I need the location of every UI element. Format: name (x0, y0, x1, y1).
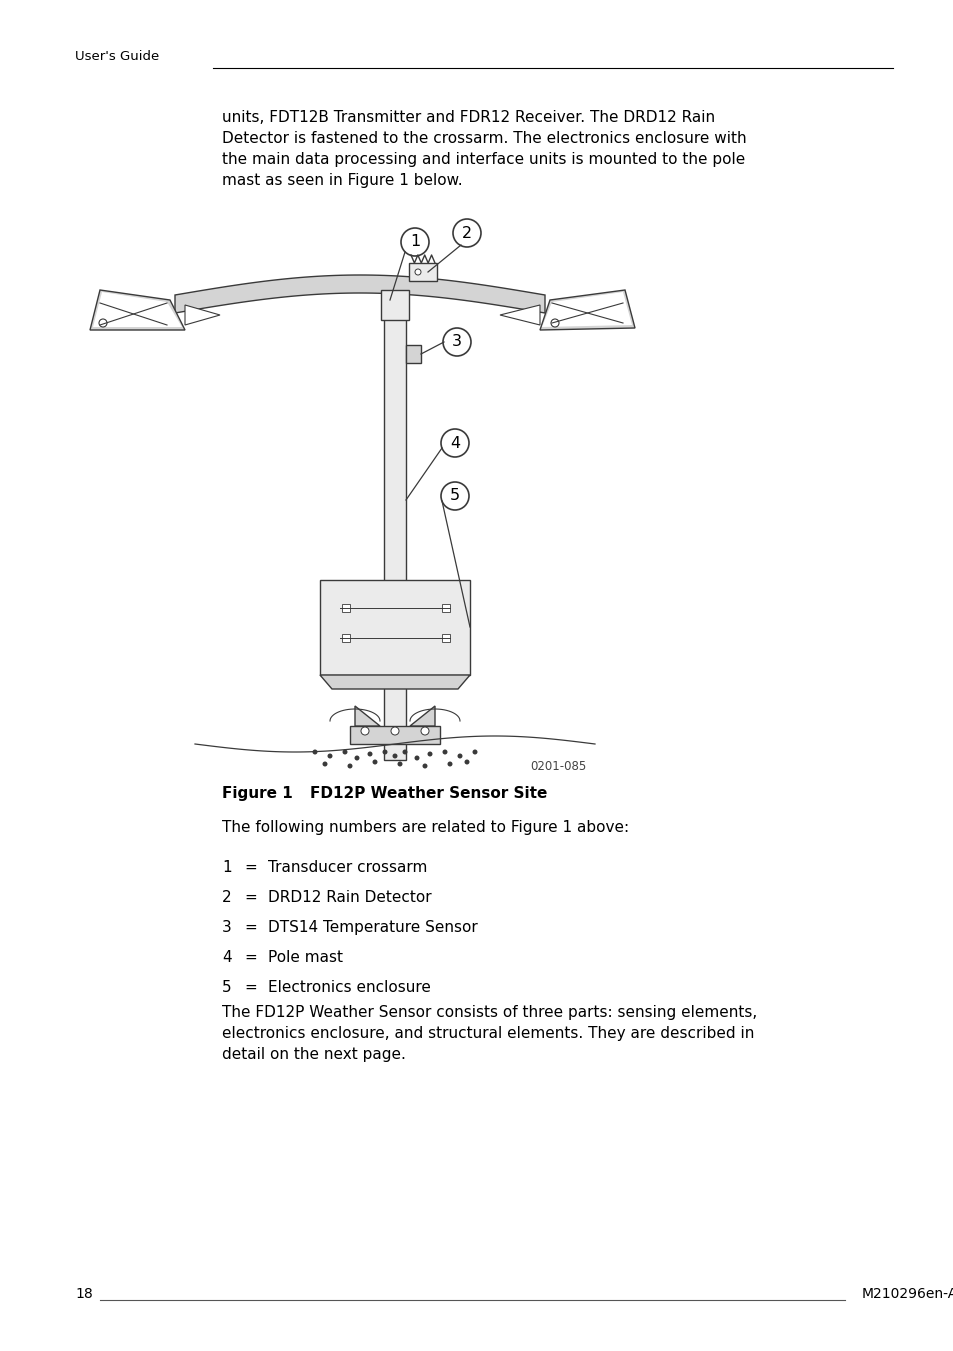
Text: DTS14 Temperature Sensor: DTS14 Temperature Sensor (268, 920, 477, 935)
Circle shape (472, 750, 477, 754)
Circle shape (392, 754, 397, 758)
Polygon shape (319, 676, 470, 689)
Bar (384, 295, 406, 761)
Text: 3: 3 (222, 920, 232, 935)
Text: =: = (244, 950, 256, 965)
Circle shape (360, 727, 369, 735)
Circle shape (447, 762, 452, 766)
Text: =: = (244, 890, 256, 905)
Polygon shape (90, 290, 185, 330)
Bar (406, 345, 420, 363)
Polygon shape (92, 292, 182, 327)
Circle shape (457, 754, 462, 758)
Text: 18: 18 (75, 1288, 92, 1301)
Bar (341, 604, 350, 612)
Circle shape (422, 763, 427, 769)
Circle shape (415, 269, 420, 276)
Text: 0201-085: 0201-085 (530, 761, 586, 773)
Circle shape (99, 319, 107, 327)
Circle shape (397, 762, 402, 766)
Text: M210296en-A: M210296en-A (862, 1288, 953, 1301)
Text: The FD12P Weather Sensor consists of three parts: sensing elements,
electronics : The FD12P Weather Sensor consists of thr… (222, 1005, 757, 1062)
Polygon shape (410, 707, 435, 725)
Bar (441, 634, 450, 642)
Text: Transducer crossarm: Transducer crossarm (268, 861, 427, 875)
Circle shape (322, 762, 327, 766)
Circle shape (342, 750, 347, 754)
Text: 4: 4 (222, 950, 232, 965)
Text: 1: 1 (222, 861, 232, 875)
Circle shape (551, 319, 558, 327)
Text: FD12P Weather Sensor Site: FD12P Weather Sensor Site (310, 786, 547, 801)
Circle shape (440, 430, 469, 457)
Circle shape (464, 759, 469, 765)
Circle shape (391, 727, 398, 735)
Circle shape (313, 750, 317, 754)
Bar (441, 604, 450, 612)
Circle shape (427, 751, 432, 757)
Bar (350, 725, 439, 744)
Text: =: = (244, 979, 256, 994)
Polygon shape (355, 707, 379, 725)
Polygon shape (541, 292, 631, 327)
Text: Figure 1: Figure 1 (222, 786, 293, 801)
Circle shape (442, 328, 471, 357)
Text: Electronics enclosure: Electronics enclosure (268, 979, 431, 994)
Bar (380, 290, 409, 320)
Polygon shape (174, 276, 544, 313)
Text: units, FDT12B Transmitter and FDR12 Receiver. The DRD12 Rain
Detector is fastene: units, FDT12B Transmitter and FDR12 Rece… (222, 109, 746, 188)
Circle shape (402, 750, 407, 754)
Text: User's Guide: User's Guide (75, 50, 159, 63)
Text: 5: 5 (222, 979, 232, 994)
Text: 2: 2 (222, 890, 232, 905)
Polygon shape (499, 305, 539, 326)
Polygon shape (185, 305, 220, 326)
Circle shape (327, 754, 333, 758)
Bar (409, 263, 436, 281)
Text: =: = (244, 920, 256, 935)
Circle shape (440, 482, 469, 509)
Circle shape (372, 759, 377, 765)
Circle shape (442, 750, 447, 754)
Text: 3: 3 (452, 335, 461, 350)
Circle shape (420, 727, 429, 735)
Text: Pole mast: Pole mast (268, 950, 343, 965)
Polygon shape (539, 290, 635, 330)
Circle shape (355, 755, 359, 761)
Circle shape (367, 751, 372, 757)
Text: 1: 1 (410, 235, 419, 250)
Text: 5: 5 (450, 489, 459, 504)
Text: =: = (244, 861, 256, 875)
Circle shape (400, 228, 429, 255)
Circle shape (414, 755, 419, 761)
Text: DRD12 Rain Detector: DRD12 Rain Detector (268, 890, 431, 905)
Bar (319, 580, 470, 676)
Text: 4: 4 (450, 435, 459, 450)
Circle shape (382, 750, 387, 754)
Text: 2: 2 (461, 226, 472, 240)
Text: The following numbers are related to Figure 1 above:: The following numbers are related to Fig… (222, 820, 628, 835)
Circle shape (453, 219, 480, 247)
Circle shape (347, 763, 352, 769)
Bar (341, 634, 350, 642)
